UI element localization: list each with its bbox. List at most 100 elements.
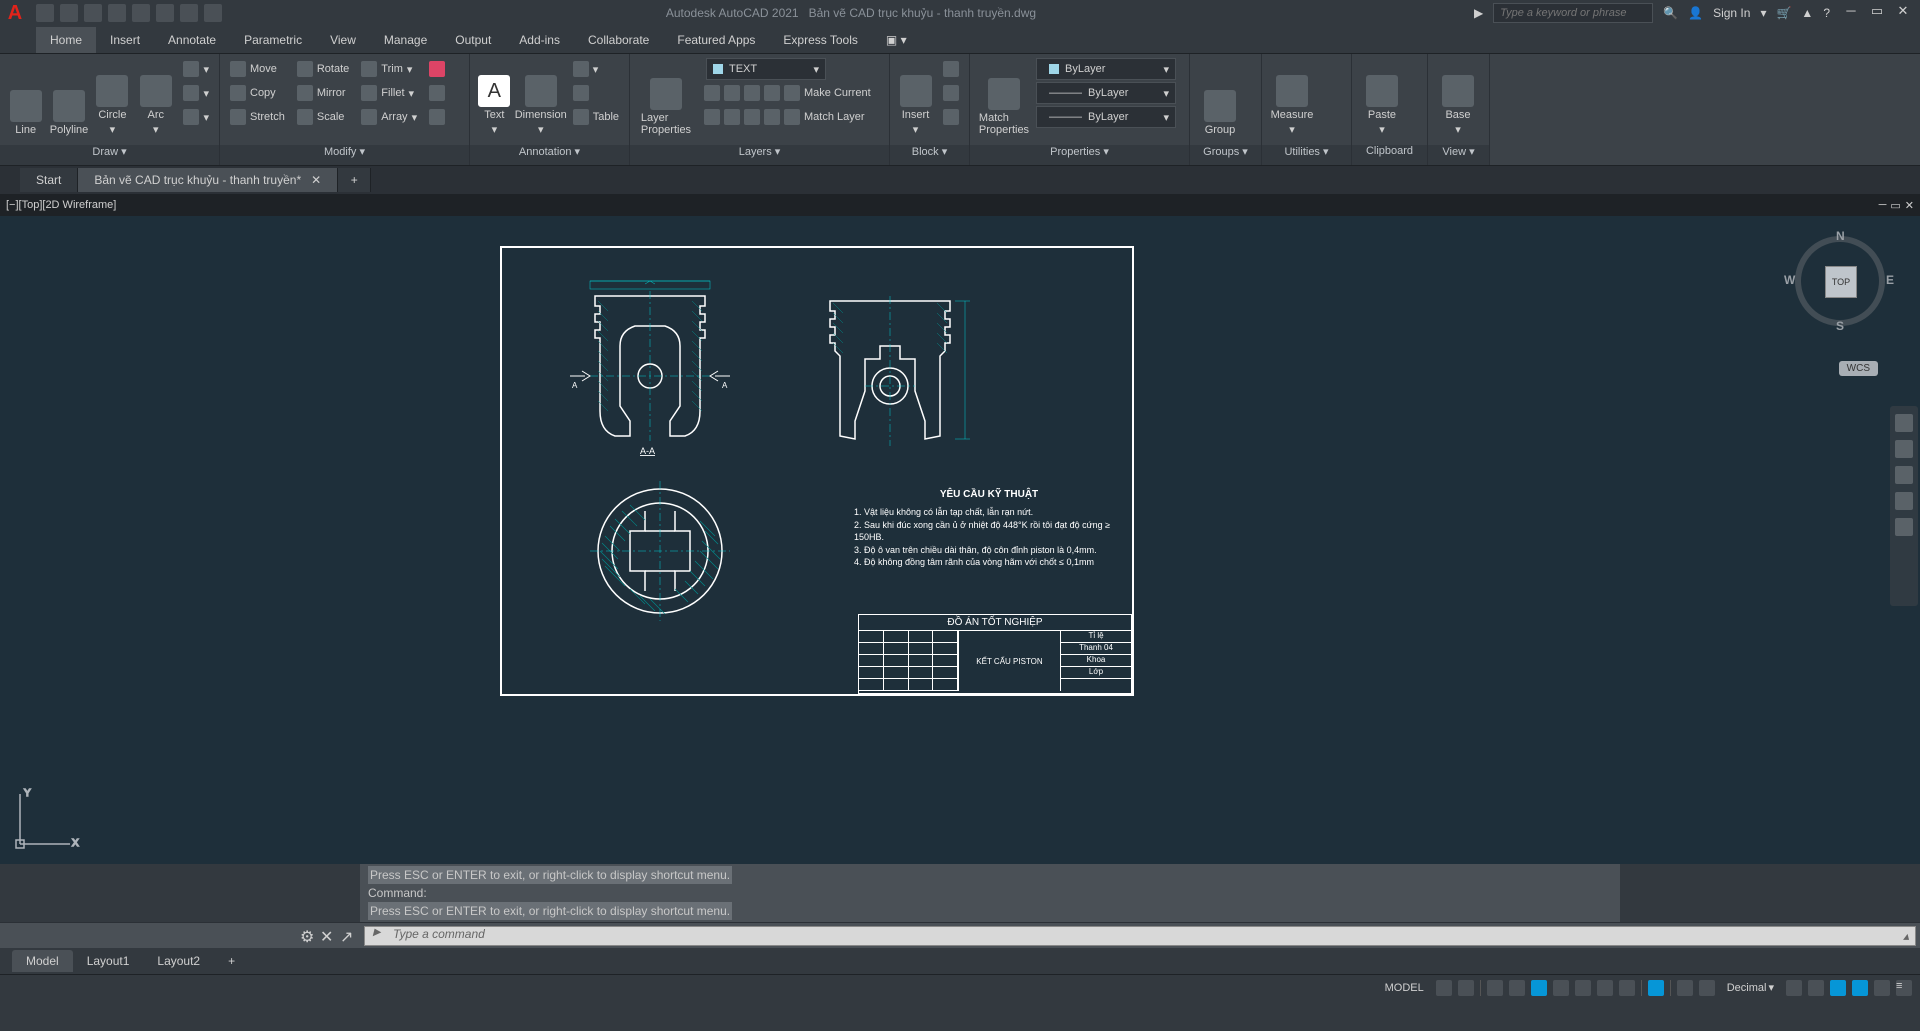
dimension-button[interactable]: Dimension▾ — [517, 58, 565, 136]
status-model[interactable]: MODEL — [1379, 980, 1430, 996]
new-tab-button[interactable]: + — [338, 168, 371, 192]
arc-button[interactable]: Arc▾ — [136, 58, 175, 136]
status-qp-icon[interactable] — [1786, 980, 1802, 996]
panel-modify[interactable]: Modify ▾ — [220, 145, 469, 165]
status-mon-icon[interactable] — [1830, 980, 1846, 996]
status-ortho-icon[interactable] — [1487, 980, 1503, 996]
leader-button[interactable]: ▾ — [569, 58, 623, 80]
tab-home[interactable]: Home — [36, 27, 96, 53]
lineweight-combo[interactable]: ———ByLayer▾ — [1036, 82, 1176, 104]
vp-minimize[interactable]: ─ — [1879, 199, 1887, 212]
nav-showmotion-icon[interactable] — [1895, 518, 1913, 536]
make-current-button[interactable]: Make Current — [700, 82, 880, 104]
viewcube[interactable]: TOP N S E W — [1790, 231, 1890, 331]
mirror-button[interactable]: Mirror — [293, 82, 353, 104]
draw-ext-2[interactable]: ▾ — [179, 82, 213, 104]
filetab-active[interactable]: Bản vẽ CAD trục khuỷu - thanh truyền*✕ — [78, 168, 338, 192]
share-arrow-icon[interactable]: ▶ — [1474, 6, 1483, 20]
layouttab-add[interactable]: + — [214, 950, 249, 972]
nav-pan-icon[interactable] — [1895, 440, 1913, 458]
saveas-icon[interactable] — [108, 4, 126, 22]
panel-view[interactable]: View ▾ — [1428, 145, 1489, 165]
panel-clipboard[interactable]: Clipboard — [1352, 145, 1427, 165]
restore-button[interactable]: ▭ — [1866, 3, 1888, 23]
viewcube-w[interactable]: W — [1784, 273, 1795, 287]
cart-icon[interactable]: 🛒 — [1776, 6, 1791, 20]
scale-button[interactable]: Scale — [293, 106, 353, 128]
measure-button[interactable]: Measure▾ — [1268, 58, 1316, 136]
wcs-badge[interactable]: WCS — [1839, 361, 1878, 376]
linetype-combo[interactable]: ———ByLayer▾ — [1036, 106, 1176, 128]
tab-collaborate[interactable]: Collaborate — [574, 27, 663, 53]
array-button[interactable]: Array ▾ — [357, 106, 421, 128]
tab-view[interactable]: View — [316, 27, 370, 53]
layouttab-1[interactable]: Layout1 — [73, 950, 144, 972]
cmd-toggle-icon[interactable]: ▴ — [1903, 929, 1909, 943]
panel-groups[interactable]: Groups ▾ — [1190, 145, 1261, 165]
text-button[interactable]: AText▾ — [476, 58, 513, 136]
move-button[interactable]: Move — [226, 58, 289, 80]
polyline-button[interactable]: Polyline — [49, 58, 88, 136]
insert-button[interactable]: Insert▾ — [896, 58, 935, 136]
table-button[interactable]: Table — [569, 106, 623, 128]
help-icon[interactable]: ? — [1823, 6, 1830, 20]
user-icon[interactable]: 👤 — [1688, 6, 1703, 20]
current-layer-combo[interactable]: TEXT▾ — [706, 58, 826, 80]
tab-output[interactable]: Output — [441, 27, 505, 53]
status-anno-icon[interactable] — [1677, 980, 1693, 996]
panel-annotation[interactable]: Annotation ▾ — [470, 145, 629, 165]
panel-properties[interactable]: Properties ▾ — [970, 145, 1189, 165]
viewcube-s[interactable]: S — [1836, 319, 1844, 333]
draw-ext-3[interactable]: ▾ — [179, 106, 213, 128]
status-snap-icon[interactable] — [1458, 980, 1474, 996]
tab-insert[interactable]: Insert — [96, 27, 154, 53]
anno-ext[interactable] — [569, 82, 623, 104]
vp-close[interactable]: ✕ — [1905, 199, 1914, 212]
redo-icon[interactable] — [204, 4, 222, 22]
layouttab-2[interactable]: Layout2 — [143, 950, 214, 972]
status-trans-icon[interactable] — [1619, 980, 1635, 996]
help-search-input[interactable] — [1493, 3, 1653, 23]
tab-annotate[interactable]: Annotate — [154, 27, 230, 53]
panel-layers[interactable]: Layers ▾ — [630, 145, 889, 165]
offset-button[interactable] — [425, 106, 449, 128]
cmd-recent-icon[interactable]: ↗ — [340, 927, 358, 945]
line-button[interactable]: Line — [6, 58, 45, 136]
new-icon[interactable] — [36, 4, 54, 22]
signin-link[interactable]: Sign In — [1713, 6, 1750, 20]
status-lw-icon[interactable] — [1597, 980, 1613, 996]
trim-button[interactable]: Trim ▾ — [357, 58, 421, 80]
tab-featured[interactable]: Featured Apps — [663, 27, 769, 53]
color-combo[interactable]: ByLayer▾ — [1036, 58, 1176, 80]
fillet-button[interactable]: Fillet ▾ — [357, 82, 421, 104]
panel-draw[interactable]: Draw ▾ — [0, 145, 219, 165]
tab-addins[interactable]: Add-ins — [505, 27, 574, 53]
drawing-canvas[interactable]: A A A-A — [0, 216, 1920, 864]
nav-zoom-icon[interactable] — [1895, 466, 1913, 484]
command-input[interactable]: Type a command ▴ — [364, 926, 1916, 946]
circle-button[interactable]: Circle▾ — [93, 58, 132, 136]
status-hw-icon[interactable] — [1852, 980, 1868, 996]
status-ws-icon[interactable] — [1808, 980, 1824, 996]
cmd-customize-icon[interactable]: ⚙ — [300, 927, 318, 945]
match-layer-button[interactable]: Match Layer — [700, 106, 880, 128]
status-iso-icon[interactable] — [1531, 980, 1547, 996]
base-button[interactable]: Base▾ — [1434, 58, 1482, 136]
close-button[interactable]: ✕ — [1892, 3, 1914, 23]
layouttab-model[interactable]: Model — [12, 950, 73, 972]
paste-button[interactable]: Paste▾ — [1358, 58, 1406, 136]
group-button[interactable]: Group — [1196, 58, 1244, 136]
open-icon[interactable] — [60, 4, 78, 22]
nav-orbit-icon[interactable] — [1895, 492, 1913, 510]
minimize-button[interactable]: ─ — [1840, 3, 1862, 23]
viewcube-n[interactable]: N — [1836, 229, 1845, 243]
plot-icon[interactable] — [156, 4, 174, 22]
stretch-button[interactable]: Stretch — [226, 106, 289, 128]
block-ext-3[interactable] — [939, 106, 963, 128]
layer-properties-button[interactable]: Layer Properties — [636, 58, 696, 136]
erase-button[interactable] — [425, 58, 449, 80]
ucs-icon[interactable]: Y X — [10, 784, 80, 854]
tab-manage[interactable]: Manage — [370, 27, 441, 53]
viewcube-top[interactable]: TOP — [1825, 266, 1857, 298]
status-osnap-icon[interactable] — [1553, 980, 1569, 996]
